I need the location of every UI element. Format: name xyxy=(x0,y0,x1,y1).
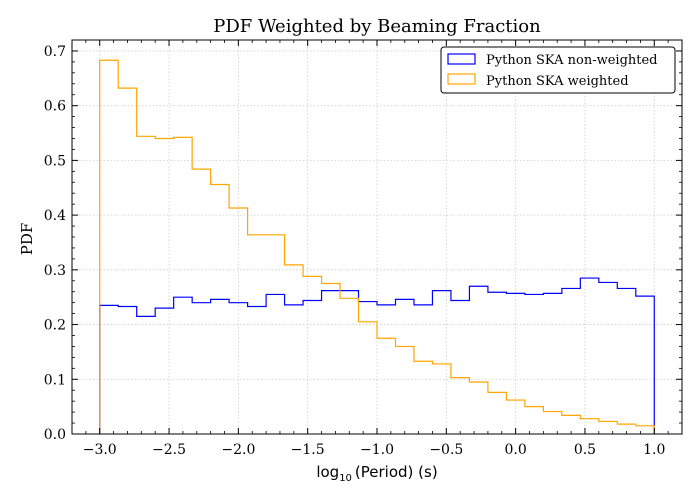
x-tick-label: −2.5 xyxy=(152,442,186,458)
histogram-step-line xyxy=(99,277,655,434)
y-tick-label: 0.1 xyxy=(44,372,66,388)
x-tick-label: −2.0 xyxy=(221,442,255,458)
x-axis-label-suffix: (Period) (s) xyxy=(355,463,438,481)
legend-swatch-weighted xyxy=(447,73,476,85)
series-weighted xyxy=(99,59,655,434)
series-layer xyxy=(99,59,655,434)
histogram-step-line xyxy=(99,59,655,434)
x-tick-label: −1.0 xyxy=(360,442,394,458)
axes-frame xyxy=(71,39,683,435)
y-tick-label: 0.5 xyxy=(44,153,66,169)
y-axis-label: PDF xyxy=(18,223,36,256)
legend-swatch-non-weighted xyxy=(447,53,476,65)
legend-label-non-weighted: Python SKA non-weighted xyxy=(486,53,658,68)
y-tick-label: 0.6 xyxy=(44,99,66,115)
chart-title: PDF Weighted by Beaming Fraction xyxy=(213,16,541,37)
legend-box xyxy=(440,46,676,94)
y-tick-label: 0.0 xyxy=(44,427,66,443)
y-tick-label: 0.3 xyxy=(44,263,66,279)
x-axis-label-subscript: 10 xyxy=(339,473,352,484)
axis-ticks: −3.0 −2.5 −2.0 −1.5 −1.0 −0.5 0.0 0.5 1.0 0.0 0.1 0… xyxy=(44,40,682,458)
x-tick-label: −3.0 xyxy=(83,442,117,458)
x-axis-label: log10 (Period) (s) xyxy=(316,463,437,484)
x-tick-label: 0.0 xyxy=(505,442,527,458)
series-non-weighted xyxy=(99,277,655,434)
x-tick-label: −0.5 xyxy=(429,442,463,458)
y-tick-label: 0.7 xyxy=(44,44,66,60)
x-tick-label: −1.5 xyxy=(291,442,325,458)
x-tick-label: 1.0 xyxy=(643,442,665,458)
x-axis-label-prefix: log xyxy=(316,463,339,481)
legend-label-weighted: Python SKA weighted xyxy=(486,74,629,89)
grid-lines xyxy=(72,40,682,435)
y-tick-label: 0.2 xyxy=(44,318,66,334)
y-tick-label: 0.4 xyxy=(44,208,66,224)
legend: Python SKA non-weighted Python SKA weigh… xyxy=(440,46,676,94)
x-tick-label: 0.5 xyxy=(574,442,596,458)
